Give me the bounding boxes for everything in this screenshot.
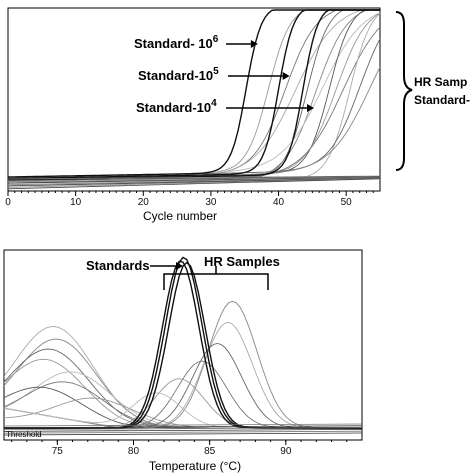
x-axis-bottom: 75 80 85 90 <box>11 440 348 457</box>
x-tick-label-bottom: 85 <box>204 446 216 457</box>
baseline-trace <box>7 176 381 183</box>
threshold-trace <box>3 425 363 429</box>
threshold-trace <box>3 423 363 427</box>
bracket-label-line1: HR Samp <box>414 75 467 89</box>
baseline-trace <box>7 176 381 184</box>
amplification-curves <box>7 9 381 190</box>
x-tick-label-top: 30 <box>205 197 217 208</box>
panel-amplification: 0 10 20 30 40 50 Cycle number Standard- 106 S… <box>5 7 470 223</box>
x-tick-label-bottom: 80 <box>128 446 140 457</box>
x-axis-title-bottom: Temperature (°C) <box>149 459 241 473</box>
x-tick-label-top: 10 <box>70 197 82 208</box>
baseline-trace <box>7 176 381 181</box>
x-axis-top: 0 10 20 30 40 50 <box>5 191 374 208</box>
annotation-text: Standard-105 <box>138 66 219 83</box>
threshold-trace <box>3 432 363 436</box>
annotation-arrowhead <box>307 104 315 112</box>
annotation-arrows <box>226 40 315 112</box>
x-tick-label-top: 0 <box>5 197 11 208</box>
baseline-trace <box>7 178 381 190</box>
curly-brace <box>395 11 413 171</box>
hr-samples-bracket <box>163 266 269 290</box>
annotation-arrowhead <box>282 72 290 80</box>
bracket-label-line2: Standard- <box>414 93 470 107</box>
threshold-label: Threshold <box>6 430 42 439</box>
x-tick-label-bottom: 75 <box>52 446 64 457</box>
standards-arrowhead <box>176 262 183 270</box>
annotation-text: Standard-104 <box>136 98 217 115</box>
baseline-trace <box>7 177 381 187</box>
x-tick-label-top: 50 <box>341 197 353 208</box>
baseline-trace <box>7 178 381 188</box>
threshold-trace <box>3 429 363 432</box>
threshold-trace <box>3 430 363 434</box>
annotation-text: Standard- 106 <box>134 34 219 51</box>
annotation-standard-10-5: Standard-105 <box>138 66 219 83</box>
annotation-standards: Standards <box>86 258 150 273</box>
panel-melt: 75 80 85 90 Threshold Temperature (°C) Stan… <box>3 249 363 473</box>
x-tick-label-top: 40 <box>273 197 285 208</box>
x-axis-title-top: Cycle number <box>143 209 217 223</box>
standard-amplification-curve <box>7 9 380 181</box>
annotation-standard-10-6: Standard- 106 <box>134 34 219 51</box>
x-tick-label-top: 20 <box>138 197 150 208</box>
x-tick-label-bottom: 90 <box>280 446 292 457</box>
standard-amplification-curve <box>7 9 380 180</box>
baseline-trace <box>7 175 381 180</box>
annotation-hr-samples: HR Samples <box>204 254 280 269</box>
annotation-standard-10-4: Standard-104 <box>136 98 217 115</box>
baseline-trace <box>7 177 381 185</box>
annotation-arrowhead <box>250 40 258 48</box>
threshold-trace <box>3 427 363 430</box>
melt-curves <box>3 256 363 436</box>
